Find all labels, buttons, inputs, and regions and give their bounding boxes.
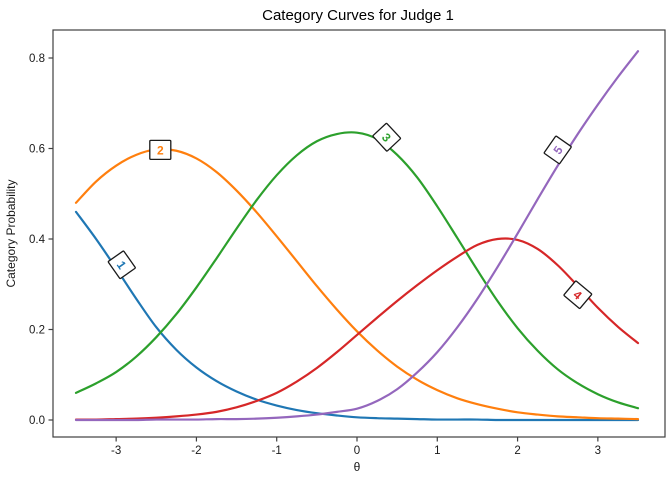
x-tick-label: 2 — [514, 445, 520, 457]
x-tick-label: -1 — [272, 445, 282, 457]
y-tick-label: 0.4 — [29, 234, 46, 246]
curve-label-text: 2 — [157, 143, 164, 157]
y-tick-label: 0.0 — [29, 415, 45, 427]
curve-label-box — [107, 250, 136, 280]
curve-label-box — [149, 139, 172, 161]
curve-label-box — [543, 135, 572, 165]
plot-area — [52, 29, 666, 438]
x-tick-label: -2 — [191, 445, 201, 457]
x-tick-label: 3 — [595, 445, 601, 457]
curve-label-5: 5 — [543, 135, 572, 165]
y-tick-label: 0.2 — [29, 325, 45, 337]
x-tick-label: -3 — [111, 445, 121, 457]
curve-category-5 — [74, 50, 640, 422]
curve-label-box — [372, 122, 402, 152]
x-axis-ticks: -3 -2 -1 0 1 2 3 — [111, 437, 601, 457]
y-axis-ticks: 0.0 0.2 0.4 0.6 0.8 — [29, 53, 53, 427]
y-axis-label: Category Probability — [4, 179, 18, 287]
x-tick-label: 0 — [354, 445, 360, 457]
curve-label-4: 4 — [563, 280, 593, 309]
curve-label-1: 1 — [107, 250, 136, 280]
y-tick-label: 0.8 — [29, 53, 45, 65]
curve-label-3: 3 — [372, 122, 402, 152]
chart-title: Category Curves for Judge 1 — [262, 7, 454, 24]
y-tick-label: 0.6 — [29, 144, 45, 156]
curve-labels-layer: 1 2 3 4 5 — [107, 122, 593, 309]
x-tick-label: 1 — [434, 445, 440, 457]
curve-label-2: 2 — [149, 139, 172, 161]
curve-category-3 — [74, 131, 640, 410]
curve-label-box — [563, 280, 593, 309]
curve-category-1 — [74, 210, 640, 422]
x-axis-label: θ — [354, 460, 361, 474]
curve-category-4 — [74, 237, 640, 421]
